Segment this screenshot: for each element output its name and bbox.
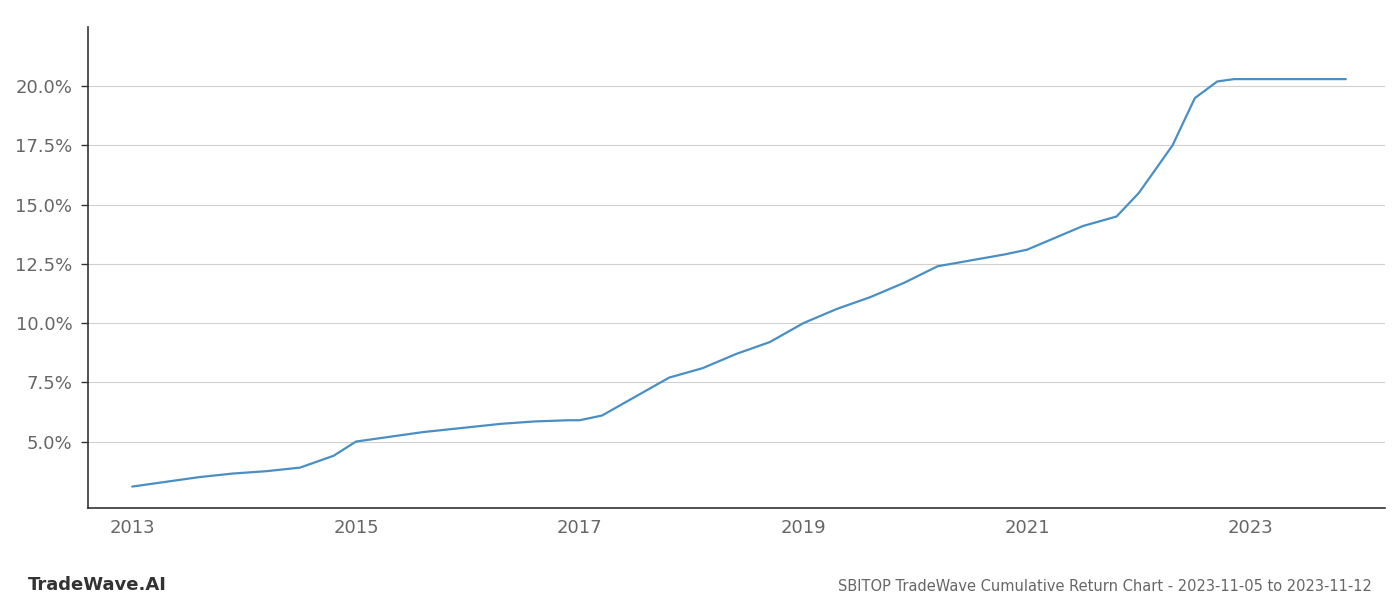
Text: SBITOP TradeWave Cumulative Return Chart - 2023-11-05 to 2023-11-12: SBITOP TradeWave Cumulative Return Chart…: [839, 579, 1372, 594]
Text: TradeWave.AI: TradeWave.AI: [28, 576, 167, 594]
